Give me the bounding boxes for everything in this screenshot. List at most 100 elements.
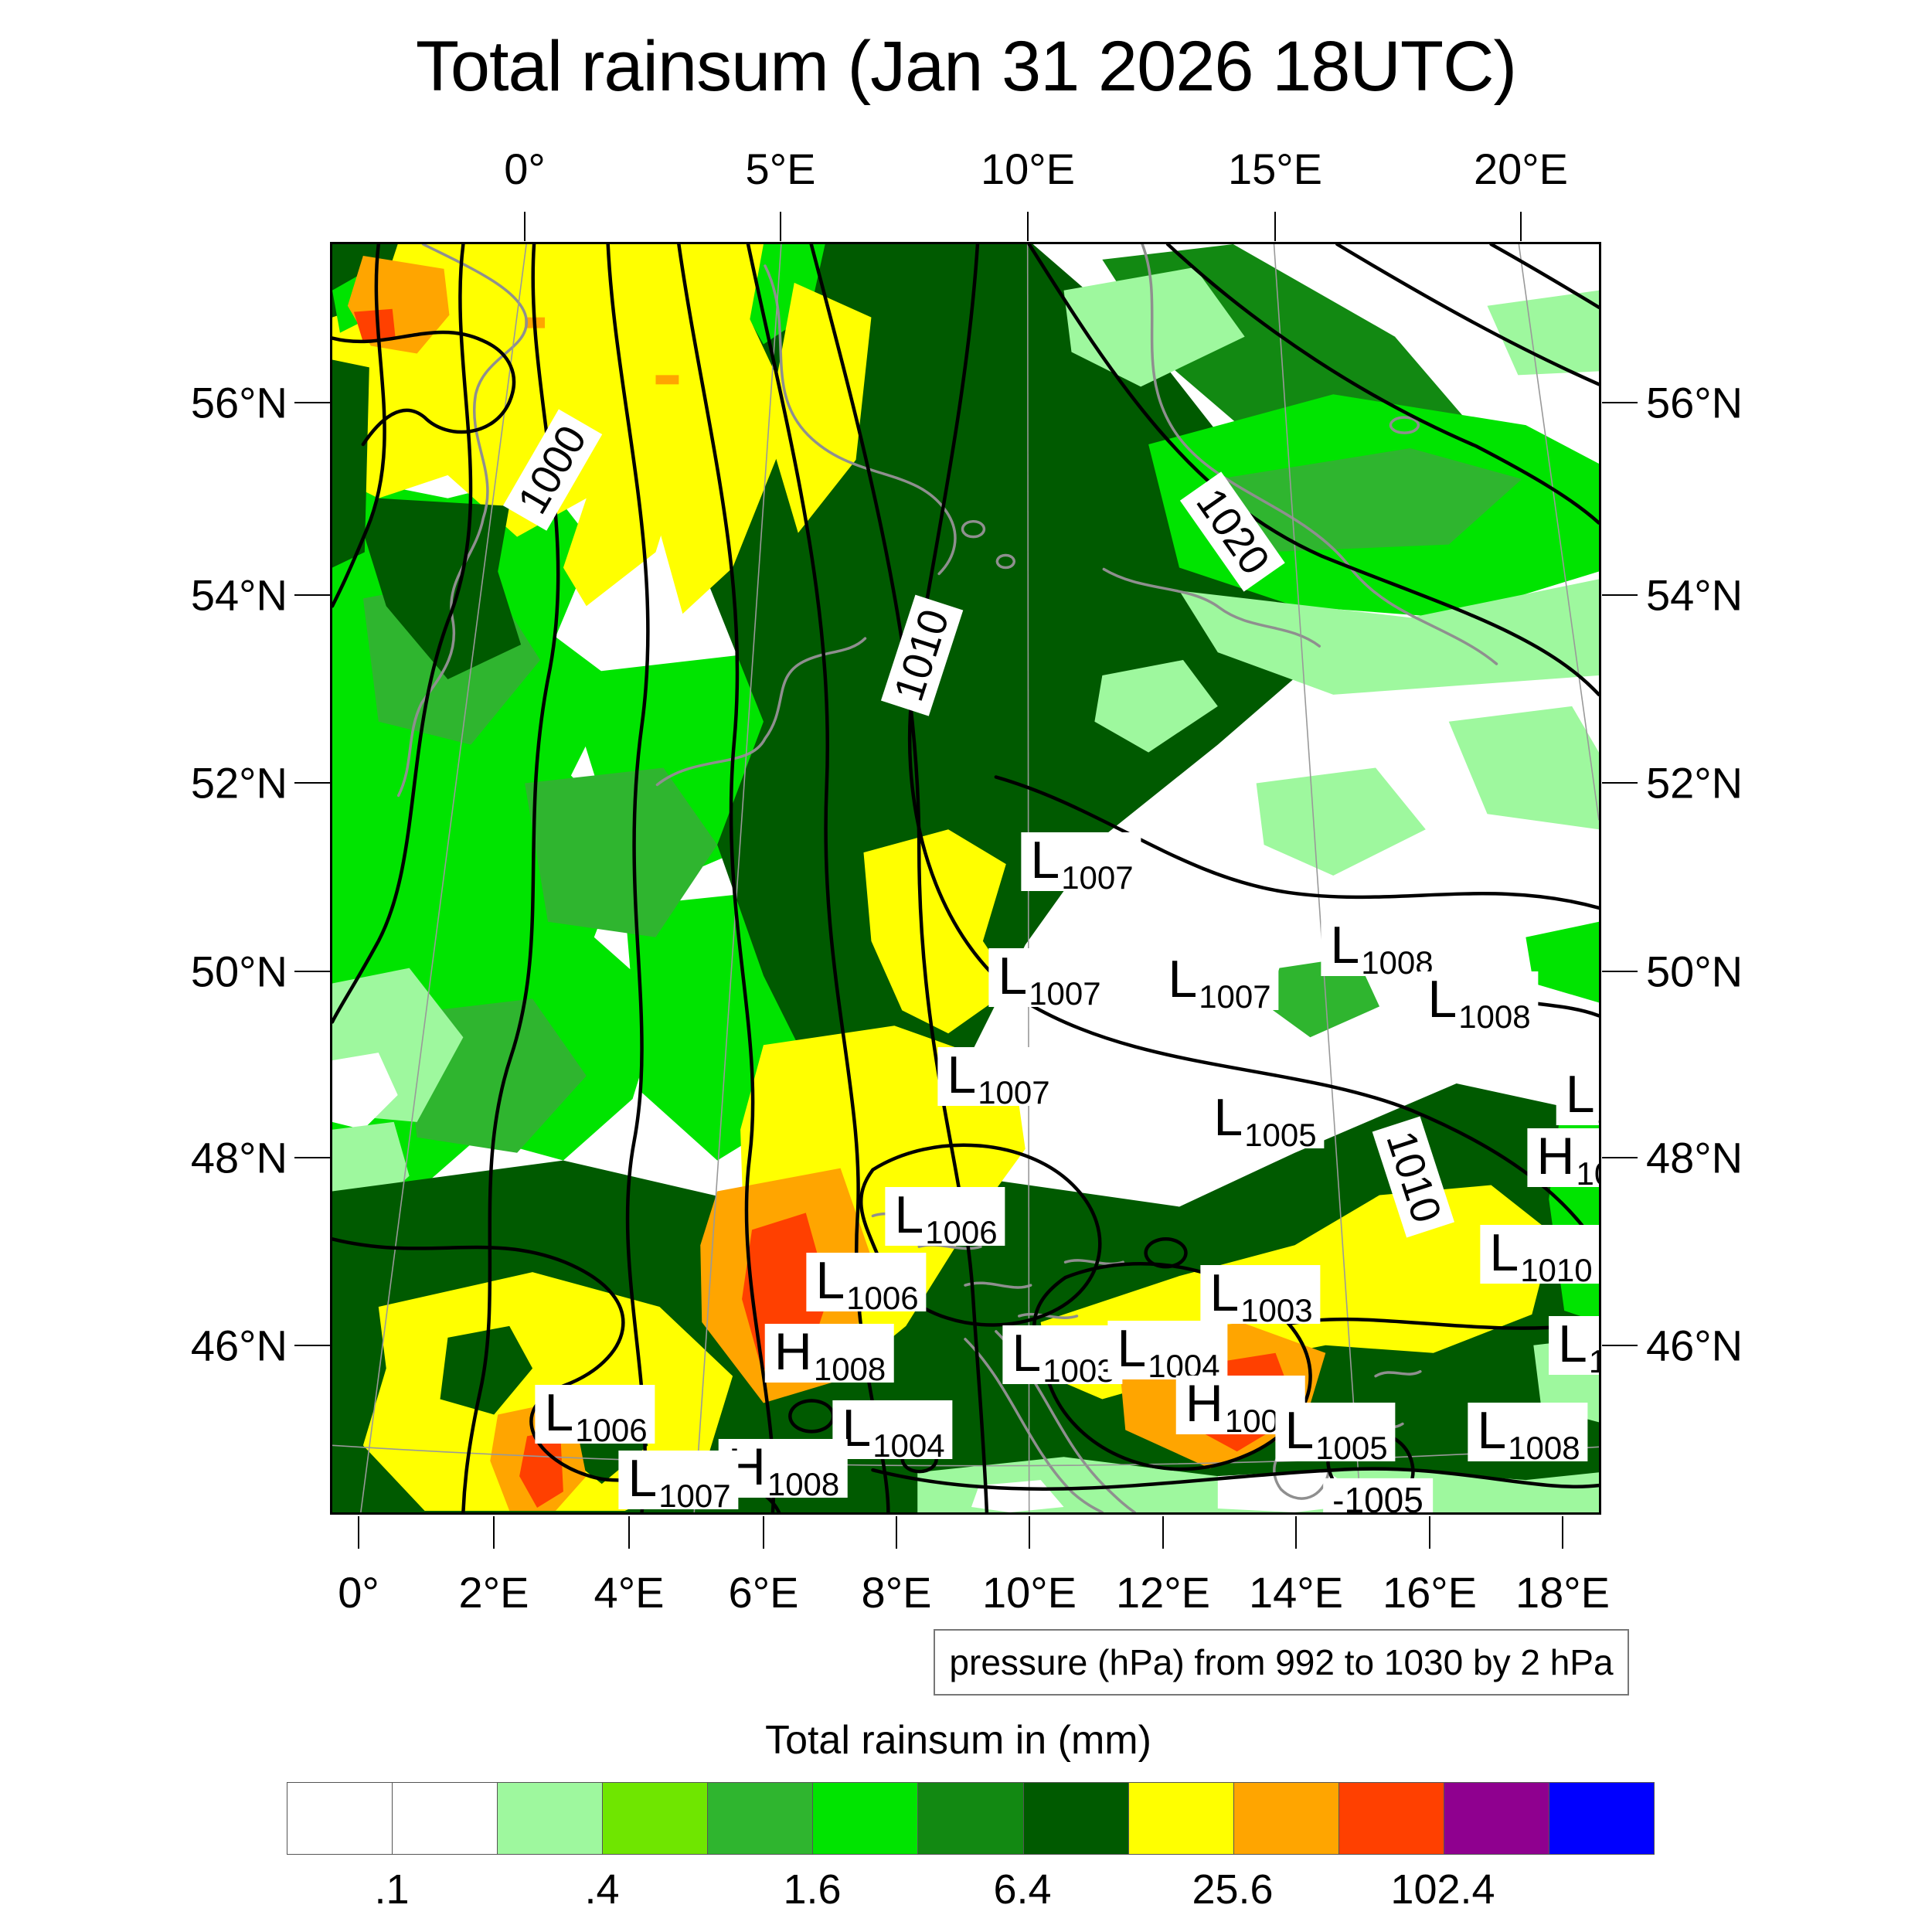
precipitation-field-svg — [332, 244, 1599, 1512]
x-axis-bottom-label: 0° — [338, 1568, 379, 1617]
y-axis-left-label: 50°N — [190, 947, 287, 996]
pressure-marker-value: 1005 — [1244, 1117, 1317, 1153]
x-axis-bottom-tick — [1029, 1516, 1030, 1549]
pressure-marker-l100: L100 — [1549, 1315, 1599, 1378]
pressure-marker-l1006: L1006 — [535, 1385, 655, 1447]
colorbar-tick-label: 25.6 — [1192, 1866, 1274, 1913]
x-axis-bottom-label: 6°E — [728, 1568, 799, 1617]
pressure-marker-value: 1003 — [1240, 1292, 1313, 1328]
y-axis-right-tick — [1602, 782, 1638, 784]
x-axis-bottom-label: 18°E — [1515, 1568, 1611, 1617]
x-axis-bottom-tick — [1295, 1516, 1297, 1549]
x-axis-bottom-tick — [1162, 1516, 1164, 1549]
map-panel: L1007L1008L1007L1007L1008L1007L1005L10H1… — [330, 242, 1601, 1515]
pressure-marker-value: 1008 — [1508, 1430, 1580, 1466]
x-axis-bottom-tick — [493, 1516, 495, 1549]
y-axis-right-label: 46°N — [1646, 1321, 1743, 1370]
colorbar-cell-11 — [1444, 1783, 1549, 1854]
pressure-marker-letter: L — [1489, 1223, 1519, 1282]
colorbar-cell-6 — [918, 1783, 1024, 1854]
x-axis-bottom-label: 12°E — [1115, 1568, 1211, 1617]
pressure-legend-box: pressure (hPa) from 992 to 1030 by 2 hPa — [934, 1629, 1629, 1696]
colorbar-tick-label: 102.4 — [1390, 1866, 1495, 1913]
y-axis-left-tick — [294, 402, 330, 403]
pressure-marker-l1006: L1006 — [806, 1253, 927, 1315]
pressure-marker-letter: L — [1209, 1264, 1240, 1322]
pressure-marker-h1008: H1008 — [718, 1439, 848, 1501]
pressure-marker-letter: L — [894, 1185, 924, 1244]
y-axis-left-tick — [294, 1157, 330, 1158]
x-axis-bottom-tick — [358, 1516, 359, 1549]
pressure-marker-value: 100 — [1589, 1343, 1599, 1379]
y-axis-right-label: 52°N — [1646, 758, 1743, 808]
pressure-marker-letter: L — [1565, 1065, 1595, 1124]
pressure-marker-value: 1010 — [1520, 1252, 1593, 1288]
pressure-marker-l1004: L1004 — [1107, 1321, 1228, 1383]
colorbar-cell-9 — [1233, 1783, 1339, 1854]
pressure-marker-letter: L — [1477, 1401, 1507, 1460]
colorbar-tick-label: 1.6 — [783, 1866, 842, 1913]
y-axis-right-label: 48°N — [1646, 1133, 1743, 1182]
pressure-marker-l1005: L1005 — [1275, 1401, 1396, 1464]
y-axis-left-label: 54°N — [190, 570, 287, 620]
pressure-marker-l1007: L1007 — [937, 1047, 1058, 1109]
pressure-marker-letter: L — [1030, 831, 1060, 889]
y-axis-left-tick — [294, 782, 330, 784]
pressure-marker-letter: L — [998, 947, 1028, 1005]
colorbar-cell-2 — [498, 1783, 604, 1854]
y-axis-right-tick — [1602, 402, 1638, 403]
x-axis-bottom-label: 16°E — [1382, 1568, 1478, 1617]
pressure-marker-l1008: L1008 — [1468, 1401, 1588, 1464]
pressure-marker-value: 1008 — [1458, 998, 1531, 1035]
y-axis-right-label: 56°N — [1646, 378, 1743, 427]
pressure-marker-l1006: L1006 — [885, 1185, 1005, 1249]
pressure-legend-text: pressure (hPa) from 992 to 1030 by 2 hPa — [949, 1642, 1614, 1682]
x-axis-top-tick — [1274, 212, 1276, 241]
pressure-marker-letter: H — [1536, 1127, 1575, 1185]
x-axis-bottom-tick — [628, 1516, 630, 1549]
pressure-marker-l1007: L1007 — [1021, 831, 1141, 894]
colorbar-cell-4 — [708, 1783, 814, 1854]
pressure-marker-letter: L — [1284, 1401, 1315, 1460]
pressure-marker-l1003: L1003 — [1200, 1264, 1321, 1327]
pressure-marker-value: 1007 — [978, 1074, 1050, 1111]
y-axis-left-tick — [294, 594, 330, 596]
pressure-marker-letter: H — [1185, 1374, 1223, 1433]
x-axis-bottom-label: 10°E — [981, 1568, 1077, 1617]
colorbar-tick-label: 6.4 — [993, 1866, 1052, 1913]
pressure-marker-l10: L10 — [1556, 1065, 1599, 1128]
y-axis-left-label: 56°N — [190, 378, 287, 427]
x-axis-bottom-label: 4°E — [594, 1568, 665, 1617]
isobar-label-1005: -1005 — [1323, 1478, 1433, 1512]
pressure-marker-h101: H101 — [1527, 1127, 1599, 1190]
x-axis-bottom-tick — [1429, 1516, 1430, 1549]
pressure-marker-value: 1006 — [925, 1214, 998, 1250]
page-title: Total rainsum (Jan 31 2026 18UTC) — [415, 27, 1517, 106]
x-axis-top-label: 10°E — [980, 145, 1076, 193]
pressure-marker-value: 1007 — [1029, 975, 1101, 1012]
pressure-marker-letter: L — [1168, 950, 1198, 1009]
pressure-marker-l1004: L1004 — [832, 1400, 953, 1462]
pressure-marker-l1007: L1007 — [1158, 950, 1279, 1013]
x-axis-top-tick — [780, 212, 781, 241]
pressure-marker-value: 1003 — [1043, 1352, 1115, 1389]
pressure-marker-letter: L — [1558, 1315, 1587, 1373]
y-axis-right-tick — [1602, 594, 1638, 596]
pressure-marker-value: 1008 — [767, 1466, 840, 1502]
x-axis-top-tick — [1027, 212, 1029, 241]
x-axis-top-label: 20°E — [1473, 145, 1569, 193]
pressure-marker-l1008: L1008 — [1321, 917, 1441, 979]
pressure-marker-letter: L — [1427, 970, 1458, 1029]
colorbar-cell-10 — [1338, 1783, 1444, 1854]
pressure-marker-value: 1007 — [658, 1478, 731, 1514]
y-axis-left-label: 52°N — [190, 758, 287, 808]
colorbar-cell-0 — [287, 1783, 393, 1854]
x-axis-top-tick — [524, 212, 526, 241]
colorbar-tick-label: .4 — [584, 1866, 620, 1913]
x-axis-bottom-label: 14°E — [1248, 1568, 1344, 1617]
pressure-marker-h1008: H1008 — [764, 1324, 894, 1386]
pressure-marker-value: 101 — [1576, 1155, 1599, 1192]
x-axis-top-label: 15°E — [1227, 145, 1323, 193]
pressure-marker-l1008: L1008 — [1418, 970, 1539, 1033]
